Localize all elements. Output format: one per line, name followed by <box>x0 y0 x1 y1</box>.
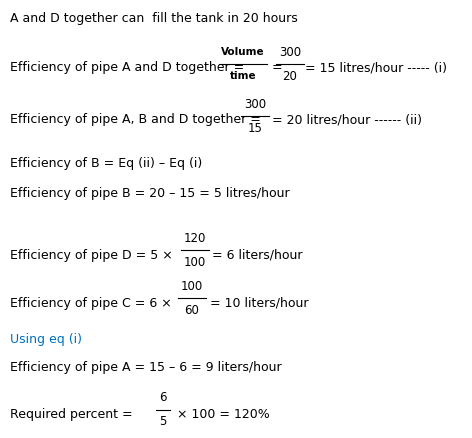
Text: Efficiency of pipe A and D together =: Efficiency of pipe A and D together = <box>10 61 248 74</box>
Text: 300: 300 <box>244 97 266 110</box>
Text: Efficiency of pipe B = 20 – 15 = 5 litres/hour: Efficiency of pipe B = 20 – 15 = 5 litre… <box>10 186 290 199</box>
Text: 60: 60 <box>185 304 200 317</box>
Text: 100: 100 <box>184 255 206 268</box>
Text: 100: 100 <box>181 279 203 292</box>
Text: 20: 20 <box>283 69 297 82</box>
Text: Using eq (i): Using eq (i) <box>10 333 82 346</box>
Text: × 100 = 120%: × 100 = 120% <box>177 408 270 420</box>
Text: Required percent =: Required percent = <box>10 408 136 420</box>
Text: Efficiency of pipe C = 6 ×: Efficiency of pipe C = 6 × <box>10 296 176 309</box>
Text: = 15 litres/hour ----- (i): = 15 litres/hour ----- (i) <box>305 61 447 74</box>
Text: = 6 liters/hour: = 6 liters/hour <box>212 248 303 261</box>
Text: 6: 6 <box>159 391 167 403</box>
Text: 15: 15 <box>247 121 262 134</box>
Text: Efficiency of pipe D = 5 ×: Efficiency of pipe D = 5 × <box>10 248 177 261</box>
Text: time: time <box>230 71 256 81</box>
Text: Efficiency of B = Eq (ii) – Eq (i): Efficiency of B = Eq (ii) – Eq (i) <box>10 156 202 169</box>
Text: 300: 300 <box>279 46 301 58</box>
Text: 120: 120 <box>184 231 206 244</box>
Text: A and D together can  fill the tank in 20 hours: A and D together can fill the tank in 20… <box>10 11 298 25</box>
Text: 5: 5 <box>160 414 167 427</box>
Text: Efficiency of pipe A, B and D together =: Efficiency of pipe A, B and D together = <box>10 113 265 126</box>
Text: = 10 liters/hour: = 10 liters/hour <box>210 296 309 309</box>
Text: Volume: Volume <box>221 47 265 57</box>
Text: = 20 litres/hour ------ (ii): = 20 litres/hour ------ (ii) <box>272 113 422 126</box>
Text: =: = <box>272 61 283 74</box>
Text: Efficiency of pipe A = 15 – 6 = 9 liters/hour: Efficiency of pipe A = 15 – 6 = 9 liters… <box>10 360 282 374</box>
